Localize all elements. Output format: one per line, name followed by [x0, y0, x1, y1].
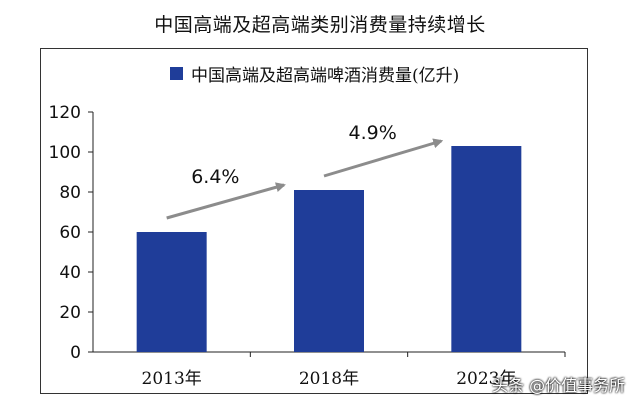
x-tick-label: 2023年	[456, 369, 516, 389]
bar	[136, 232, 207, 352]
growth-arrow	[166, 182, 286, 220]
y-tick-label: 20	[59, 303, 81, 323]
watermark: 头条 @价值事务所	[492, 376, 626, 395]
bar	[451, 146, 522, 352]
bar	[294, 190, 364, 352]
x-tick-label: 2018年	[299, 369, 359, 389]
growth-arrow	[323, 138, 444, 178]
chart-title: 中国高端及超高端类别消费量持续增长	[154, 14, 486, 36]
y-tick-label: 80	[59, 183, 81, 203]
y-tick-label: 120	[49, 103, 81, 123]
y-tick-label: 60	[59, 223, 81, 243]
growth-label: 4.9%	[349, 122, 397, 144]
legend: 中国高端及超高端啤酒消费量(亿升)	[170, 62, 460, 86]
x-tick-label: 2013年	[142, 369, 202, 389]
legend-swatch	[170, 66, 183, 80]
growth-label: 6.4%	[191, 166, 239, 188]
y-tick-label: 100	[49, 143, 81, 163]
legend-label: 中国高端及超高端啤酒消费量(亿升)	[191, 65, 460, 86]
y-tick-label: 40	[59, 263, 81, 283]
y-tick-label: 0	[70, 343, 81, 363]
